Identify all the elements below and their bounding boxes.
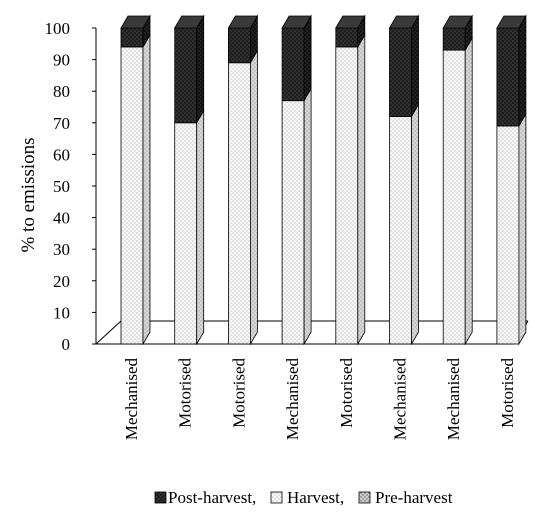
legend-label-post-harvest: Post-harvest, xyxy=(168,488,256,507)
bar-top-post-harvest xyxy=(442,15,473,29)
y-tick-label: 30 xyxy=(53,240,70,259)
bar-side-harvest xyxy=(411,103,419,346)
y-tick-label: 40 xyxy=(53,209,70,228)
bar-side-harvest xyxy=(357,33,366,346)
bar-segment-harvest xyxy=(174,122,198,345)
y-axis-title: % to emissions xyxy=(18,137,39,252)
y-tick-label: 10 xyxy=(53,303,70,322)
bar-top-post-harvest xyxy=(281,15,312,29)
y-tick-label: 70 xyxy=(53,114,70,133)
y-tick-label: 0 xyxy=(62,335,71,354)
y-tick-label: 90 xyxy=(53,51,70,70)
bar-stack xyxy=(281,14,312,346)
x-category-label: Mechanised xyxy=(444,358,463,441)
legend: Post-harvest, Harvest, Pre-harvest xyxy=(154,488,453,507)
bar-segment-post-harvest xyxy=(496,27,520,127)
bar-side-post-harvest xyxy=(303,14,312,103)
legend-label-pre-harvest: Pre-harvest xyxy=(375,488,453,507)
bar-segment-harvest xyxy=(335,46,359,345)
bar-segment-post-harvest xyxy=(442,27,466,51)
legend-swatch-post-harvest xyxy=(154,491,167,504)
bar-stack xyxy=(335,14,366,346)
bar-segment-post-harvest xyxy=(174,27,198,124)
x-category-label: Mechanised xyxy=(391,358,410,441)
bar-stack xyxy=(120,14,151,346)
bar-top-post-harvest xyxy=(120,15,151,29)
bar-side-harvest xyxy=(196,109,205,346)
bar-top-post-harvest xyxy=(388,15,420,29)
bar-side-harvest xyxy=(464,36,473,346)
bar-side-harvest xyxy=(303,87,312,346)
bar-segment-harvest xyxy=(227,62,251,345)
bar-side-post-harvest xyxy=(196,14,205,125)
y-tick-label: 60 xyxy=(53,145,70,164)
legend-label-harvest: Harvest, xyxy=(287,488,344,507)
x-category-label: Motorised xyxy=(337,358,356,428)
bar-segment-post-harvest xyxy=(389,27,412,117)
y-tick-label: 20 xyxy=(53,272,70,291)
bar-side-post-harvest xyxy=(518,14,527,128)
bar-side-harvest xyxy=(142,33,151,346)
bar-segment-harvest xyxy=(496,125,520,345)
bar-segment-post-harvest xyxy=(227,27,251,64)
bar-segment-post-harvest xyxy=(335,27,359,48)
bar-top-post-harvest xyxy=(335,15,366,29)
bar-stack xyxy=(442,14,473,346)
bar-side-harvest xyxy=(249,49,258,346)
y-tick-label: 80 xyxy=(53,82,70,101)
y-tick-label: 50 xyxy=(53,177,70,196)
bar-segment-harvest xyxy=(442,49,466,345)
x-category-label: Motorised xyxy=(229,358,248,428)
legend-swatch-harvest xyxy=(270,491,283,504)
x-category-label: Mechanised xyxy=(122,358,141,441)
bar-stack xyxy=(227,14,259,346)
bar-segment-harvest xyxy=(120,46,144,345)
bar-top-post-harvest xyxy=(496,15,527,29)
bar-side-post-harvest xyxy=(411,14,419,118)
bar-segment-post-harvest xyxy=(281,27,305,102)
bar-stack xyxy=(388,14,420,346)
bar-top-post-harvest xyxy=(227,15,259,29)
bar-side-harvest xyxy=(518,112,527,346)
bar-segment-harvest xyxy=(389,116,412,345)
x-category-label: Mechanised xyxy=(283,358,302,441)
bar-stack xyxy=(174,14,205,346)
bar-stack xyxy=(496,14,527,346)
x-category-label: Motorised xyxy=(498,358,517,428)
x-category-label: Motorised xyxy=(176,358,195,428)
legend-swatch-pre-harvest xyxy=(358,491,371,504)
bar-top-post-harvest xyxy=(174,15,205,29)
bar-segment-harvest xyxy=(281,100,305,345)
bar-segment-post-harvest xyxy=(120,27,144,48)
y-tick-label: 100 xyxy=(45,19,71,38)
